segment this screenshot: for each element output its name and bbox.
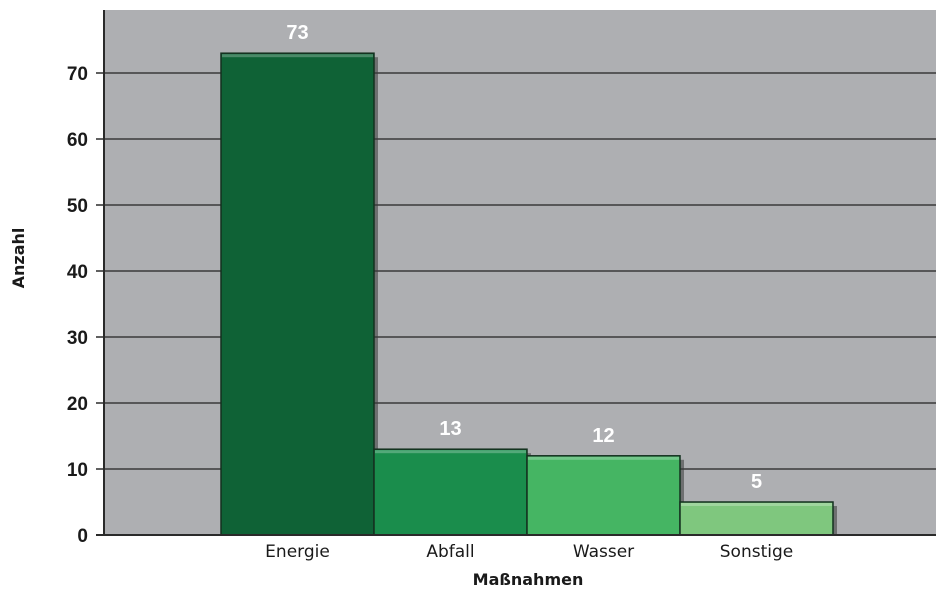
bar-highlight — [375, 450, 526, 454]
bar-highlight — [528, 456, 679, 460]
x-tick-label: Wasser — [573, 542, 634, 562]
x-ticks: Energie Abfall Wasser Sonstige — [265, 542, 793, 562]
y-tick-label: 70 — [67, 64, 88, 85]
data-label: 5 — [751, 471, 762, 493]
data-label: 13 — [439, 418, 461, 440]
x-tick-label: Sonstige — [720, 542, 793, 562]
data-label: 73 — [286, 22, 308, 44]
bar-energie — [220, 52, 375, 536]
x-tick-label: Energie — [265, 542, 330, 562]
bar-wasser — [526, 455, 681, 536]
bars — [220, 52, 837, 536]
data-labels: 73 13 12 5 — [286, 22, 762, 493]
y-ticks: 0 10 20 30 40 50 60 70 — [67, 64, 104, 547]
y-tick-label: 30 — [67, 328, 88, 349]
y-axis-title: Anzahl — [9, 228, 28, 289]
y-tick-label: 10 — [67, 460, 88, 481]
y-tick-label: 20 — [67, 394, 88, 415]
x-tick-label: Abfall — [426, 542, 474, 562]
y-tick-label: 60 — [67, 130, 88, 151]
bar-abfall — [373, 448, 528, 536]
y-tick-label: 0 — [77, 526, 88, 547]
bar-highlight — [681, 503, 832, 506]
bar-sonstige — [679, 501, 834, 536]
x-axis-title: Maßnahmen — [473, 570, 584, 589]
bar-highlight — [222, 54, 373, 58]
data-label: 12 — [592, 425, 614, 447]
y-tick-label: 40 — [67, 262, 88, 283]
y-tick-label: 50 — [67, 196, 88, 217]
